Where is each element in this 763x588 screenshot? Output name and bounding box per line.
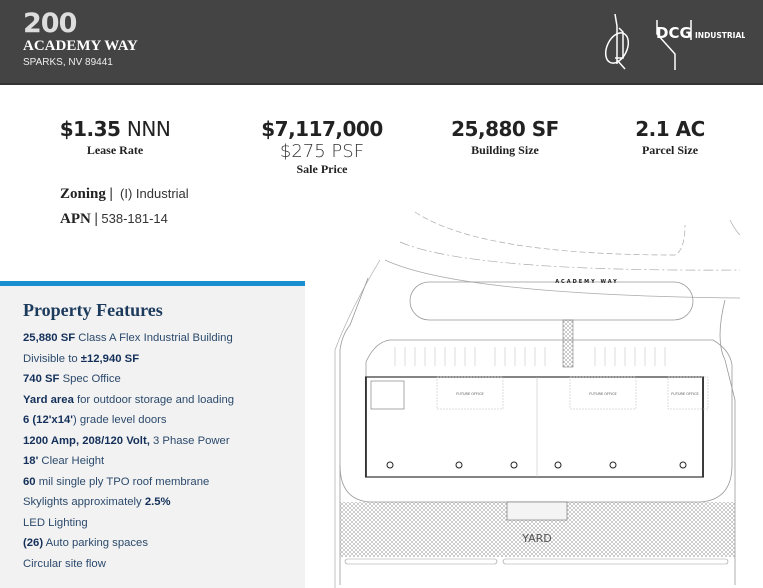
apn: APN | 538-181-14 (60, 211, 168, 227)
building-footprint (364, 376, 704, 478)
lot-outline (339, 277, 736, 585)
feature-item: Skylights approximately 2.5% (23, 496, 171, 508)
street-label: ACADEMY WAY (555, 279, 619, 285)
feature-item: Divisible to ±12,940 SF (23, 352, 140, 365)
feature-item: Yard area for outdoor storage and loadin… (23, 393, 235, 406)
company-logo: DCG INDUSTRIAL (604, 14, 745, 70)
walkway (562, 319, 574, 368)
feature-item: 25,880 SF Class A Flex Industrial Buildi… (23, 332, 233, 344)
grade-doors (386, 461, 687, 469)
header: 200 ACADEMY WAY SPARKS, NV 89441 DCG IND… (0, 0, 763, 85)
street-name: ACADEMY WAY (23, 38, 138, 54)
feature-item: 18' Clear Height (23, 455, 105, 467)
feature-item: 1200 Amp, 208/120 Volt, 3 Phase Power (23, 434, 230, 447)
city-state-zip: SPARKS, NV 89441 (23, 57, 113, 68)
stat-sale-price: $7,117,000 $275 PSF Sale Price (261, 117, 383, 176)
landscape-island (409, 281, 694, 321)
feature-item: 6 (12'x14') grade level doors (23, 414, 167, 426)
zoning: Zoning | (I) Industrial (60, 186, 189, 202)
address-number: 200 (23, 8, 77, 39)
dcg-logo-icon (656, 20, 692, 70)
parking-lot (339, 339, 733, 503)
feature-item: Circular site flow (23, 557, 106, 570)
stat-lease-rate: $1.35 NNN Lease Rate (59, 117, 171, 157)
yard-label: YARD (521, 532, 552, 545)
tower-logo-icon (604, 14, 630, 70)
future-office-label: FUTURE OFFICE (671, 392, 699, 396)
feature-item: 60 mil single ply TPO roof membrane (23, 475, 210, 488)
stat-parcel-size: 2.1 AC Parcel Size (635, 117, 705, 157)
future-office-label: FUTURE OFFICE (589, 392, 617, 396)
feature-item: (26) Auto parking spaces (23, 537, 148, 549)
road (334, 211, 741, 588)
accent-bar (0, 281, 305, 286)
features-title: Property Features (23, 300, 163, 320)
stat-building-size: 25,880 SF Building Size (451, 117, 559, 157)
parking-stalls (394, 347, 666, 366)
svg-text:DCG: DCG (656, 24, 692, 42)
site-plan: FUTURE OFFICE FUTURE OFFICE FUTURE OFFIC… (334, 211, 741, 588)
future-office-label: FUTURE OFFICE (456, 392, 484, 396)
feature-item: LED Lighting (23, 516, 88, 529)
feature-item: 740 SF Spec Office (23, 373, 121, 385)
interior-lines (370, 376, 709, 477)
svg-text:INDUSTRIAL: INDUSTRIAL (695, 31, 745, 40)
property-features-panel: Property Features 25,880 SF Class A Flex… (0, 286, 305, 588)
